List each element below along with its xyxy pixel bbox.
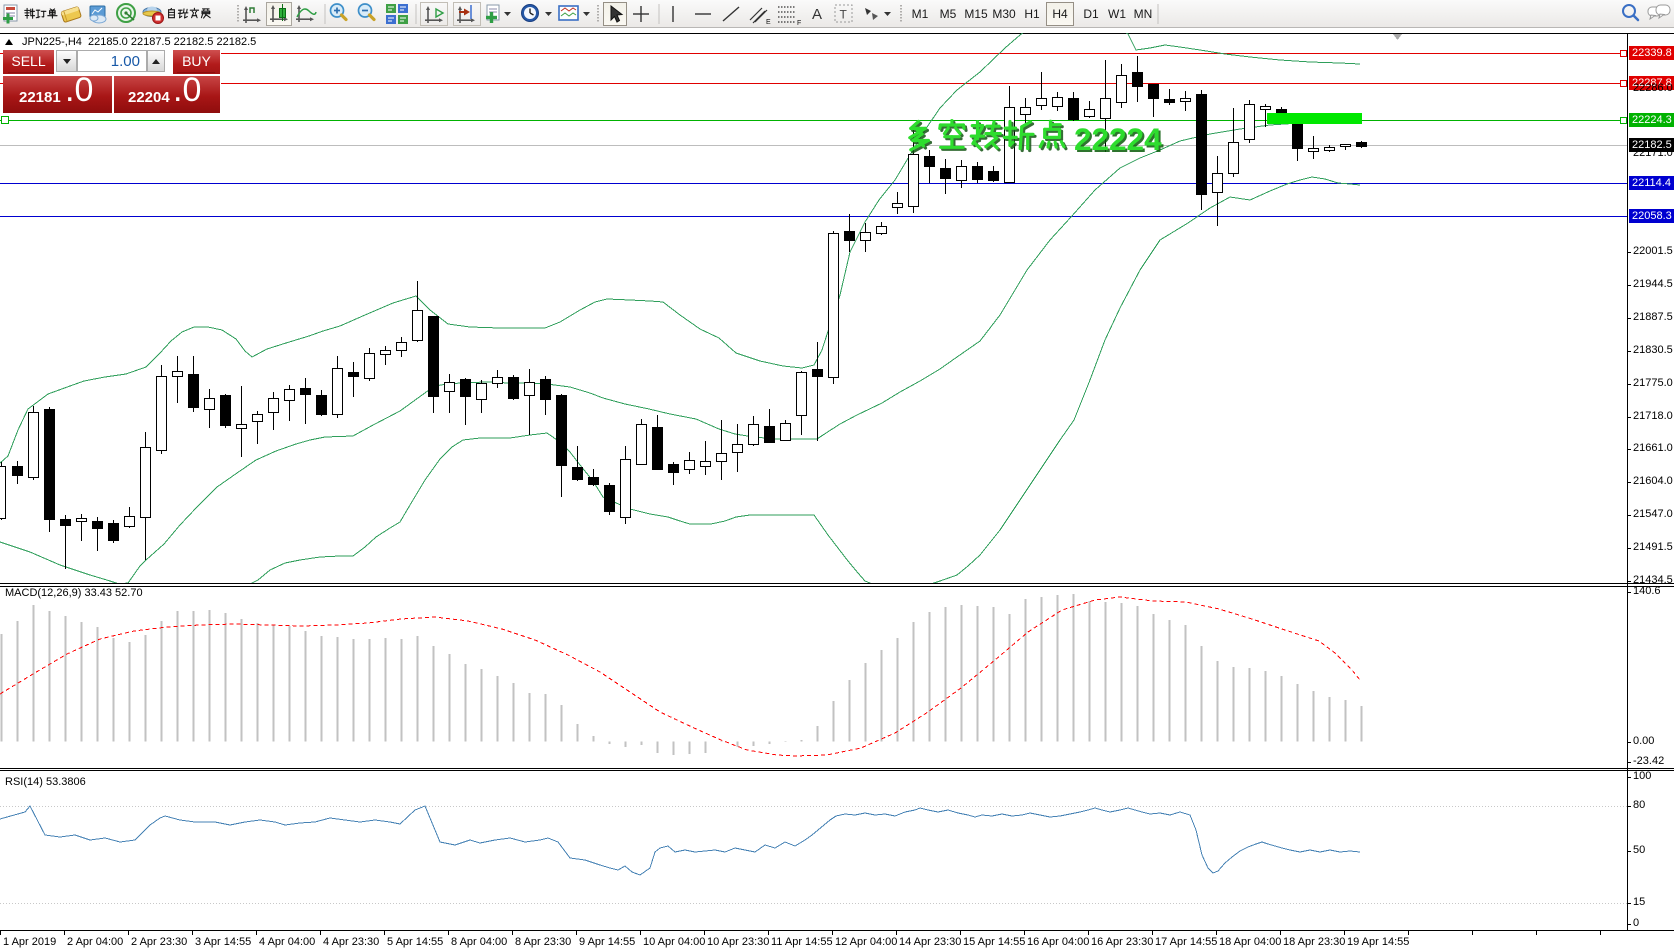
svg-text:F: F <box>797 20 801 27</box>
svg-text:W1: W1 <box>1108 7 1126 21</box>
svg-text:A: A <box>812 6 822 23</box>
svg-text:H1: H1 <box>1024 7 1040 21</box>
svg-text:22224: 22224 <box>1076 123 1164 159</box>
svg-text:D1: D1 <box>1083 7 1099 21</box>
svg-text:MN: MN <box>1134 7 1153 21</box>
svg-text:M30: M30 <box>992 7 1016 21</box>
svg-text:T: T <box>840 8 848 22</box>
svg-text:22224: 22224 <box>1074 121 1162 157</box>
svg-text:M1: M1 <box>912 7 929 21</box>
svg-text:M5: M5 <box>940 7 957 21</box>
svg-text:E: E <box>766 19 771 26</box>
svg-text:H4: H4 <box>1052 7 1068 21</box>
svg-text:M15: M15 <box>964 7 988 21</box>
